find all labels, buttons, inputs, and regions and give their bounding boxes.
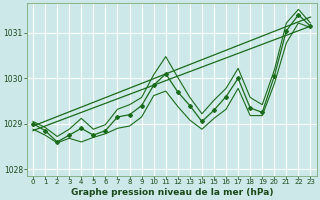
X-axis label: Graphe pression niveau de la mer (hPa): Graphe pression niveau de la mer (hPa) — [70, 188, 273, 197]
